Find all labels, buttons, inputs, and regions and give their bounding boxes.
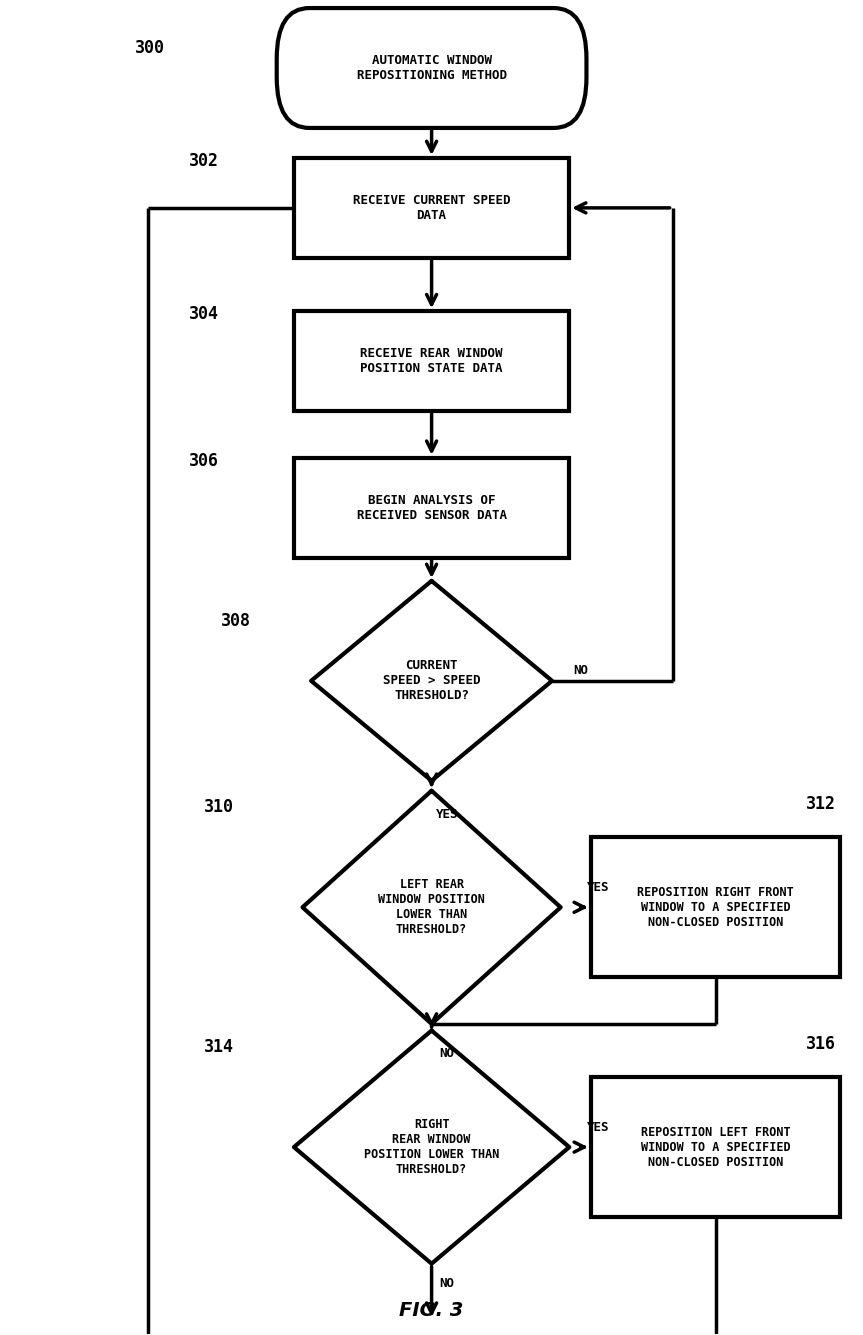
FancyBboxPatch shape	[277, 8, 586, 128]
Text: 310: 310	[204, 798, 234, 817]
Text: REPOSITION RIGHT FRONT
WINDOW TO A SPECIFIED
NON-CLOSED POSITION: REPOSITION RIGHT FRONT WINDOW TO A SPECI…	[637, 886, 794, 929]
Text: YES: YES	[586, 1120, 608, 1133]
Text: 304: 304	[189, 306, 219, 323]
Text: YES: YES	[586, 881, 608, 894]
Text: 316: 316	[806, 1035, 835, 1053]
Polygon shape	[311, 581, 552, 781]
Text: YES: YES	[436, 808, 458, 821]
FancyBboxPatch shape	[590, 837, 840, 977]
Text: 308: 308	[221, 611, 251, 630]
Text: AUTOMATIC WINDOW
REPOSITIONING METHOD: AUTOMATIC WINDOW REPOSITIONING METHOD	[356, 53, 507, 81]
Text: RECEIVE REAR WINDOW
POSITION STATE DATA: RECEIVE REAR WINDOW POSITION STATE DATA	[360, 347, 503, 375]
Text: NO: NO	[439, 1278, 455, 1290]
Text: RECEIVE CURRENT SPEED
DATA: RECEIVE CURRENT SPEED DATA	[353, 194, 510, 222]
FancyBboxPatch shape	[294, 311, 569, 411]
Text: NO: NO	[573, 663, 589, 677]
Text: RIGHT
REAR WINDOW
POSITION LOWER THAN
THRESHOLD?: RIGHT REAR WINDOW POSITION LOWER THAN TH…	[364, 1119, 499, 1176]
Text: 314: 314	[204, 1039, 234, 1056]
Text: 312: 312	[806, 796, 835, 813]
FancyBboxPatch shape	[294, 158, 569, 258]
Text: NO: NO	[439, 1047, 455, 1060]
Polygon shape	[294, 1031, 569, 1264]
FancyBboxPatch shape	[590, 1077, 840, 1218]
Text: REPOSITION LEFT FRONT
WINDOW TO A SPECIFIED
NON-CLOSED POSITION: REPOSITION LEFT FRONT WINDOW TO A SPECIF…	[640, 1125, 791, 1168]
Text: 300: 300	[135, 39, 165, 57]
Text: FIG. 3: FIG. 3	[400, 1302, 463, 1320]
FancyBboxPatch shape	[294, 458, 569, 558]
Text: CURRENT
SPEED > SPEED
THRESHOLD?: CURRENT SPEED > SPEED THRESHOLD?	[383, 659, 480, 702]
Text: 302: 302	[189, 152, 219, 171]
Text: 306: 306	[189, 453, 219, 470]
Text: BEGIN ANALYSIS OF
RECEIVED SENSOR DATA: BEGIN ANALYSIS OF RECEIVED SENSOR DATA	[356, 494, 507, 522]
Text: LEFT REAR
WINDOW POSITION
LOWER THAN
THRESHOLD?: LEFT REAR WINDOW POSITION LOWER THAN THR…	[378, 878, 485, 936]
Polygon shape	[302, 790, 561, 1024]
